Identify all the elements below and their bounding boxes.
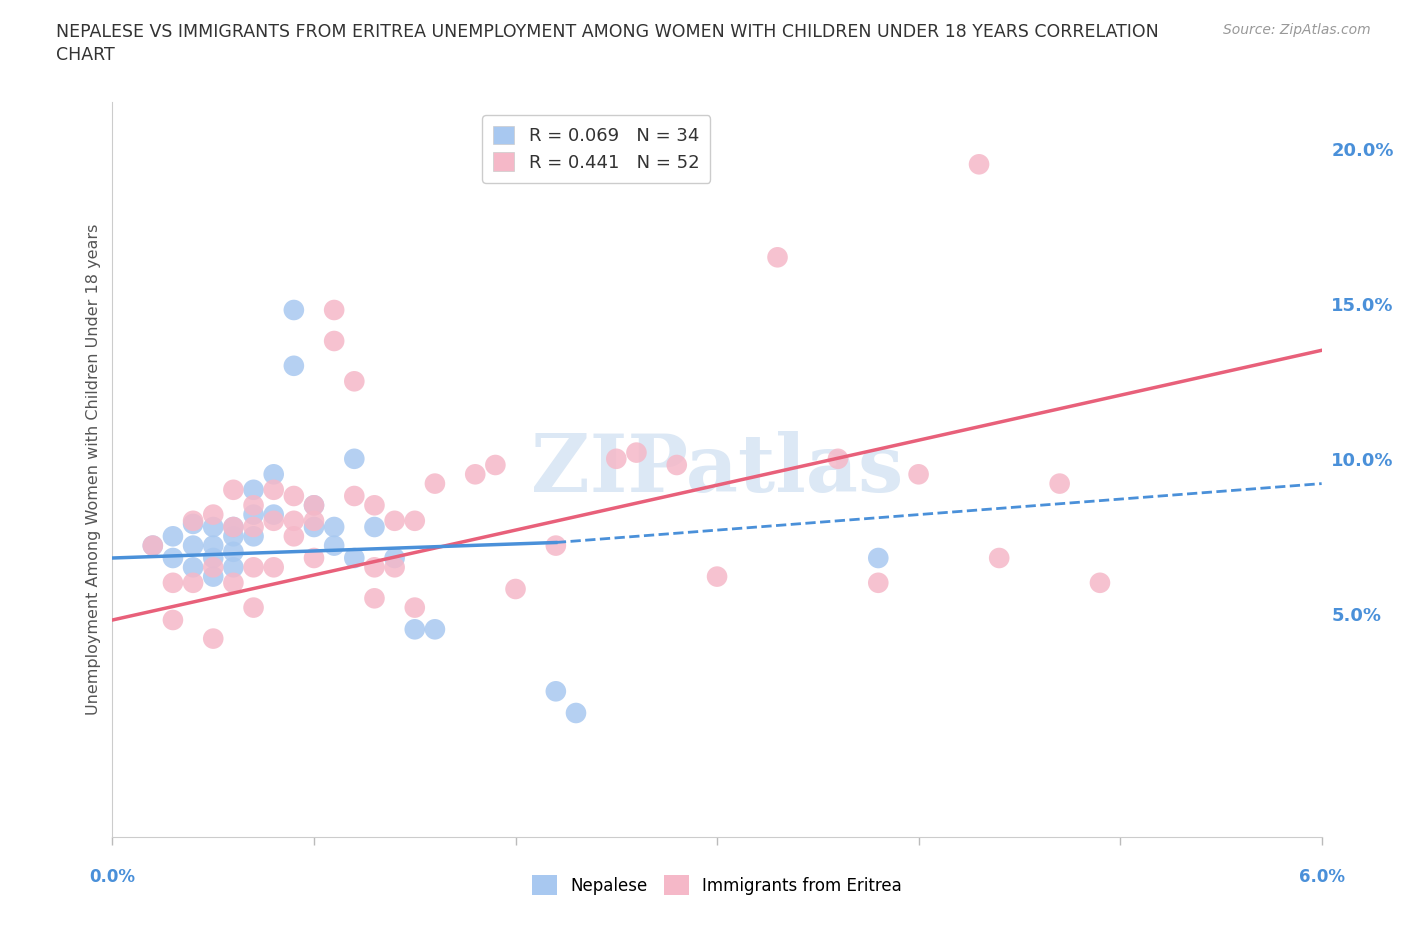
Point (565, 706, 588, 721)
Point (605, 451, 627, 466)
Point (343, 374, 366, 389)
Point (827, 451, 849, 466)
Point (202, 569, 225, 584)
Point (706, 569, 728, 584)
Point (1049, 476, 1071, 491)
Point (967, 157, 990, 172)
Point (222, 544, 245, 559)
Point (1088, 576, 1111, 591)
Point (283, 358, 305, 373)
Point (222, 529, 245, 544)
Point (665, 458, 688, 472)
Point (202, 631, 225, 646)
Point (263, 560, 285, 575)
Point (142, 538, 165, 553)
Point (343, 551, 366, 565)
Point (464, 467, 486, 482)
Point (242, 498, 264, 512)
Point (263, 507, 285, 522)
Point (283, 529, 305, 544)
Point (242, 507, 264, 522)
Point (868, 551, 890, 565)
Point (544, 684, 567, 698)
Point (181, 538, 204, 553)
Point (202, 520, 225, 535)
Point (222, 520, 245, 535)
Point (505, 581, 527, 596)
Point (181, 516, 204, 531)
Point (283, 302, 305, 317)
Point (263, 467, 285, 482)
Point (283, 513, 305, 528)
Point (283, 488, 305, 503)
Point (222, 483, 245, 498)
Point (423, 622, 446, 637)
Point (626, 445, 648, 460)
Point (384, 560, 406, 575)
Point (404, 622, 426, 637)
Point (988, 551, 1011, 565)
Point (343, 451, 366, 466)
Text: Source: ZipAtlas.com: Source: ZipAtlas.com (1223, 23, 1371, 37)
Point (404, 513, 426, 528)
Point (363, 520, 385, 535)
Point (222, 560, 245, 575)
Point (242, 560, 264, 575)
Y-axis label: Unemployment Among Women with Children Under 18 years: Unemployment Among Women with Children U… (86, 224, 101, 715)
Point (142, 538, 165, 553)
Point (868, 576, 890, 591)
Point (302, 498, 325, 512)
Point (384, 551, 406, 565)
Point (363, 560, 385, 575)
Point (423, 476, 446, 491)
Point (242, 520, 264, 535)
Point (263, 483, 285, 498)
Point (242, 529, 264, 544)
Point (323, 302, 346, 317)
Point (323, 334, 346, 349)
Point (181, 560, 204, 575)
Point (222, 520, 245, 535)
Point (242, 483, 264, 498)
Text: 6.0%: 6.0% (1299, 868, 1344, 885)
Point (544, 538, 567, 553)
Point (384, 513, 406, 528)
Point (766, 250, 789, 265)
Point (202, 507, 225, 522)
Point (363, 498, 385, 512)
Text: 0.0%: 0.0% (90, 868, 135, 885)
Point (162, 613, 184, 628)
Point (162, 576, 184, 591)
Point (222, 576, 245, 591)
Text: NEPALESE VS IMMIGRANTS FROM ERITREA UNEMPLOYMENT AMONG WOMEN WITH CHILDREN UNDER: NEPALESE VS IMMIGRANTS FROM ERITREA UNEM… (56, 23, 1159, 41)
Point (907, 467, 929, 482)
Point (302, 513, 325, 528)
Point (162, 529, 184, 544)
Text: CHART: CHART (56, 46, 115, 64)
Point (323, 538, 346, 553)
Point (343, 488, 366, 503)
Point (202, 551, 225, 565)
Point (404, 600, 426, 615)
Point (181, 513, 204, 528)
Point (302, 498, 325, 512)
Point (484, 458, 506, 472)
Point (302, 520, 325, 535)
Point (162, 551, 184, 565)
Point (202, 538, 225, 553)
Point (363, 591, 385, 605)
Text: ZIPatlas: ZIPatlas (531, 431, 903, 509)
Point (302, 551, 325, 565)
Point (323, 520, 346, 535)
Point (242, 600, 264, 615)
Point (202, 560, 225, 575)
Point (181, 576, 204, 591)
Legend: Nepalese, Immigrants from Eritrea: Nepalese, Immigrants from Eritrea (526, 869, 908, 902)
Point (263, 513, 285, 528)
